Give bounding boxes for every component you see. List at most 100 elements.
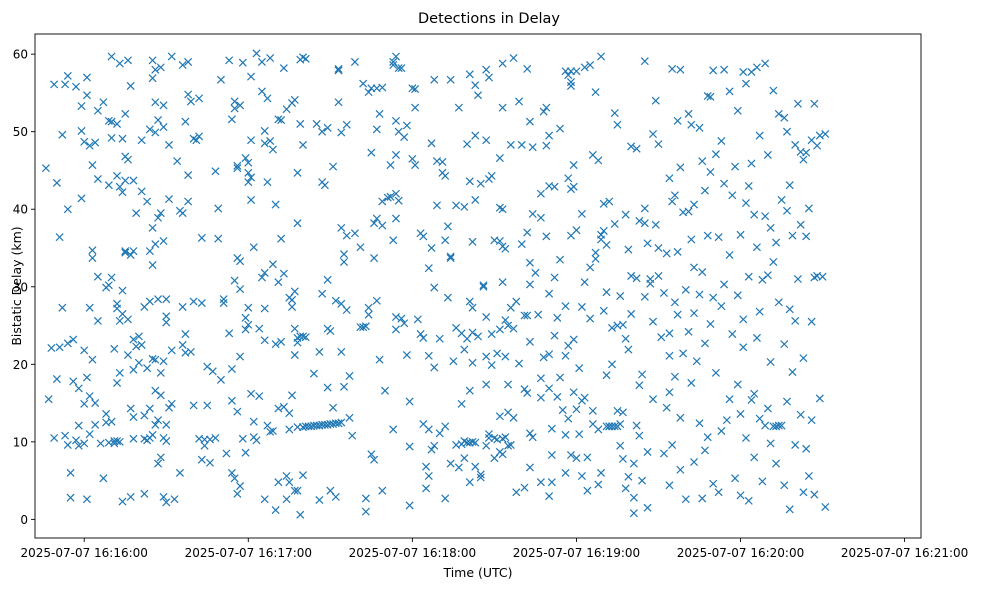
data-point-marker [63, 205, 72, 214]
data-point-marker [703, 92, 712, 101]
data-point-marker [350, 57, 359, 66]
data-point-marker [717, 136, 726, 146]
data-point-marker [635, 381, 644, 390]
data-point-marker [233, 164, 242, 173]
data-point-marker [99, 474, 108, 483]
data-point-marker [575, 430, 584, 439]
data-point-marker [621, 210, 630, 219]
data-point-marker [137, 340, 146, 349]
data-point-marker [791, 316, 800, 325]
data-point-marker [487, 330, 496, 339]
data-point-marker [741, 199, 751, 208]
data-point-marker [386, 161, 395, 170]
data-point-marker [345, 371, 354, 380]
data-point-marker [509, 413, 518, 422]
data-point-marker [178, 209, 187, 218]
data-point-marker [504, 441, 513, 450]
x-tick-label: 2025-07-07 16:17:00 [185, 546, 312, 560]
data-point-marker [370, 254, 379, 263]
data-point-marker [129, 247, 138, 256]
data-point-marker [769, 257, 778, 266]
data-point-marker [514, 359, 524, 368]
data-point-marker [361, 494, 370, 503]
data-point-marker [378, 486, 387, 495]
data-point-marker [66, 468, 75, 477]
data-point-marker [673, 116, 682, 125]
data-point-marker [731, 474, 740, 483]
data-point-marker [162, 295, 171, 304]
data-point-marker [638, 476, 647, 485]
data-point-marker [528, 209, 537, 218]
data-point-marker [586, 314, 595, 323]
data-point-marker [441, 494, 450, 503]
data-point-marker [460, 345, 469, 354]
data-point-marker [556, 373, 565, 382]
data-point-marker [665, 388, 674, 397]
data-point-marker [493, 349, 502, 358]
data-point-marker [632, 274, 641, 283]
data-point-marker [752, 243, 761, 252]
data-point-marker [747, 395, 756, 405]
data-point-marker [673, 310, 682, 319]
data-point-marker [687, 235, 696, 244]
data-point-marker [424, 425, 433, 434]
data-point-marker [290, 486, 299, 495]
data-point-marker [591, 88, 600, 97]
data-point-marker [255, 392, 264, 401]
data-point-marker [279, 269, 288, 278]
data-point-marker [547, 478, 556, 487]
data-point-marker [88, 355, 97, 364]
data-point-marker [301, 54, 310, 63]
data-point-marker [148, 430, 157, 439]
data-point-marker [777, 195, 786, 204]
data-point-marker [471, 462, 480, 471]
data-point-marker [553, 392, 562, 401]
data-point-marker [517, 140, 526, 149]
data-point-marker [334, 64, 343, 73]
data-point-marker [298, 471, 308, 480]
data-point-marker [241, 325, 250, 334]
data-point-marker [501, 244, 510, 253]
data-point-marker [247, 72, 256, 81]
data-point-marker [74, 441, 83, 450]
data-point-marker [274, 478, 283, 487]
data-point-marker [361, 322, 370, 331]
data-point-marker [714, 233, 723, 242]
data-point-marker [184, 57, 193, 66]
data-point-marker [736, 409, 745, 418]
data-point-marker [186, 97, 195, 106]
data-point-marker [159, 101, 168, 110]
data-point-marker [233, 489, 242, 498]
data-point-marker [815, 131, 824, 140]
data-point-marker [82, 373, 91, 382]
data-point-marker [419, 333, 428, 342]
data-point-marker [430, 75, 439, 84]
data-point-marker [63, 71, 72, 80]
data-point-marker [337, 128, 346, 137]
data-point-marker [468, 437, 477, 446]
data-point-marker [558, 406, 567, 415]
data-point-marker [761, 59, 770, 68]
data-point-marker [61, 80, 70, 89]
data-point-marker [556, 255, 565, 264]
data-point-marker [263, 94, 272, 103]
data-point-marker [575, 364, 584, 373]
data-point-marker [810, 490, 819, 499]
data-point-marker [498, 450, 507, 459]
data-point-marker [484, 430, 493, 439]
data-point-marker [211, 167, 220, 176]
data-point-marker [807, 416, 816, 425]
data-point-marker [424, 471, 433, 480]
data-point-marker [687, 378, 696, 387]
data-point-marker [772, 238, 781, 247]
data-point-marker [706, 92, 715, 101]
data-point-marker [586, 60, 595, 70]
data-point-marker [154, 459, 163, 468]
data-point-marker [391, 52, 400, 61]
data-point-marker [197, 455, 206, 464]
data-point-marker [640, 204, 649, 213]
data-point-marker [118, 188, 127, 197]
data-point-marker [121, 109, 130, 118]
data-point-marker [703, 231, 712, 240]
data-point-marker [184, 171, 193, 180]
